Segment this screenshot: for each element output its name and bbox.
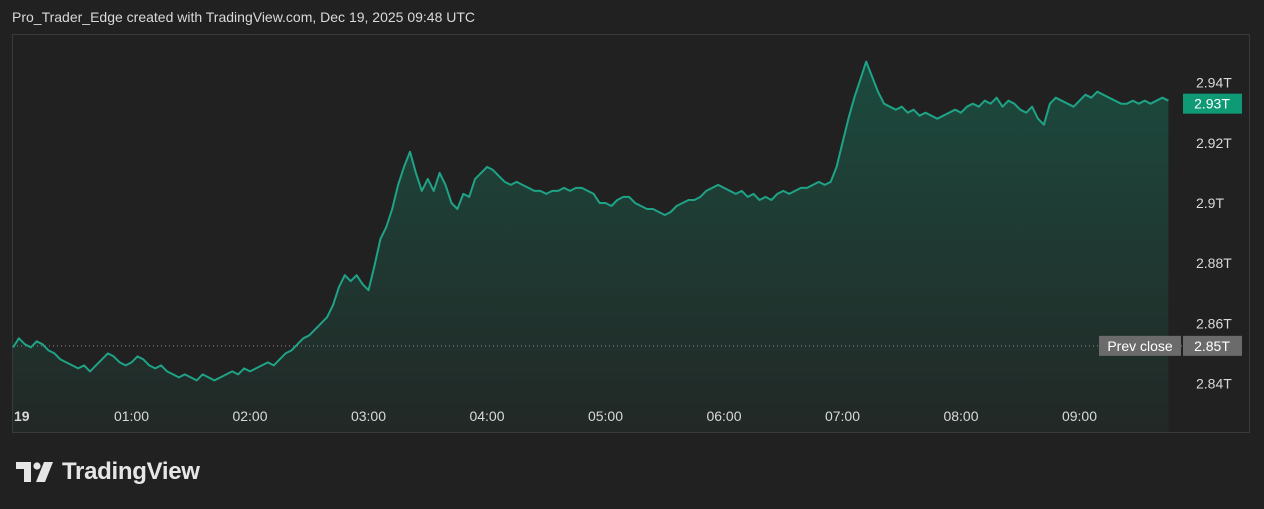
y-tick-label: 2.88T [1196, 255, 1232, 271]
tradingview-logo[interactable]: TradingView [16, 458, 200, 486]
prev-close-value: 2.85T [1194, 338, 1230, 354]
x-tick-label: 05:00 [588, 408, 623, 424]
y-tick-label: 2.9T [1196, 195, 1224, 211]
chart-frame [12, 34, 1250, 433]
x-tick-label: 03:00 [351, 408, 386, 424]
x-tick-label: 01:00 [114, 408, 149, 424]
y-tick-label: 2.86T [1196, 315, 1232, 331]
price-area-fill [13, 61, 1169, 432]
x-tick-label: 06:00 [706, 408, 741, 424]
x-tick-label: 04:00 [469, 408, 504, 424]
current-price-label: 2.93T [1194, 96, 1230, 112]
prev-close-tag [1099, 335, 1181, 356]
x-tick-label: 02:00 [232, 408, 267, 424]
x-tick-label: 19 [14, 408, 30, 424]
tradingview-logo-text: TradingView [62, 458, 200, 485]
tradingview-logo-icon [16, 462, 53, 482]
chart-attribution: Pro_Trader_Edge created with TradingView… [12, 9, 476, 25]
price-line [12, 60, 1169, 382]
x-tick-label: 08:00 [943, 408, 978, 424]
y-tick-label: 2.92T [1196, 135, 1232, 151]
current-price-badge [1183, 93, 1242, 114]
x-tick-label: 09:00 [1062, 408, 1097, 424]
x-tick-label: 07:00 [825, 408, 860, 424]
y-tick-label: 2.84T [1196, 375, 1232, 391]
prev-close-text: Prev close [1107, 338, 1173, 354]
y-tick-label: 2.94T [1196, 75, 1232, 91]
prev-close-badge [1183, 335, 1242, 356]
